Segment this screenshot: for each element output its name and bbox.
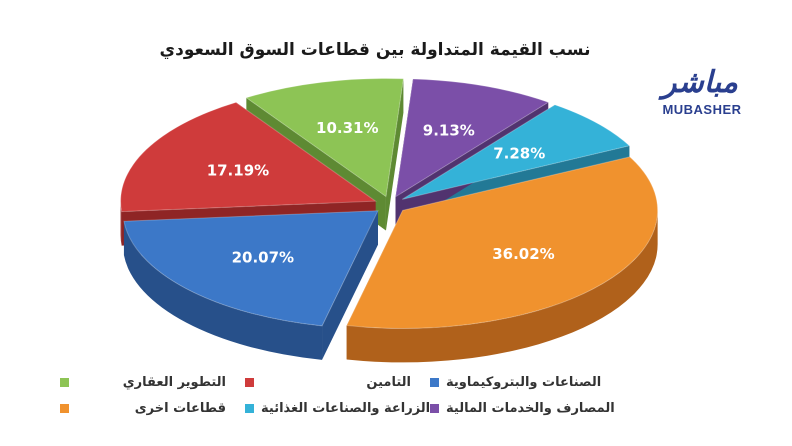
- legend-item-banks: المصارف والخدمات المالية: [430, 398, 615, 418]
- mubasher-logo: مباشر MUBASHER: [648, 66, 758, 124]
- pie-slice-1: [123, 210, 379, 327]
- pie-slice-5: [401, 104, 631, 200]
- logo-latin-text: MUBASHER: [662, 102, 742, 117]
- legend-swatch: [430, 403, 439, 413]
- legend-label: الزراعة والصناعات الغذائية: [261, 400, 431, 416]
- pie-labels-group: 36.02% 20.07% 17.19% 10.31% 9.13% 7.28%: [207, 119, 555, 266]
- legend-swatch: [430, 377, 439, 387]
- legend-swatch: [245, 403, 254, 413]
- pie-slice-4: [394, 78, 550, 198]
- legend-item-other-sectors: قطاعات اخرى: [60, 398, 226, 418]
- legend-label: المصارف والخدمات المالية: [446, 400, 615, 416]
- pie-slice-3: [245, 78, 404, 198]
- pie-slice-label-2: 17.19%: [207, 161, 269, 179]
- pie-slice-2: [120, 101, 378, 213]
- legend-item-agriculture: الزراعة والصناعات الغذائية: [245, 398, 430, 418]
- pie-tops-group: [120, 78, 659, 329]
- legend-swatch: [60, 403, 69, 413]
- pie-slice-side-1: [123, 221, 323, 360]
- pie-slice-label-3: 10.31%: [316, 119, 378, 137]
- pie-slice-label-1: 20.07%: [232, 248, 294, 266]
- pie-slice-0: [345, 156, 659, 329]
- chart-title: نسب القيمة المتداولة بين قطاعات السوق ال…: [159, 40, 591, 60]
- pie-slice-side-2: [120, 201, 122, 246]
- legend-item-real-estate: التطوير العقاري: [60, 372, 226, 392]
- legend-label: الصناعات والبتروكيماوية: [446, 374, 602, 390]
- legend-item-insurance: التامين: [245, 372, 411, 392]
- pie-slice-edge-1-0: [322, 210, 378, 360]
- legend-label: التامين: [366, 374, 411, 390]
- legend-label: قطاعات اخرى: [134, 400, 226, 416]
- pie-slice-label-0: 36.02%: [492, 245, 554, 263]
- legend-label: التطوير العقاري: [122, 374, 226, 390]
- chart-legend: الصناعات والبتروكيماوية التامين التطوير …: [40, 372, 660, 424]
- pie-slice-label-4: 9.13%: [423, 121, 475, 139]
- legend-item-petrochemical: الصناعات والبتروكيماوية: [430, 372, 601, 392]
- pie-slice-edge-3-1: [385, 78, 404, 231]
- logo-arabic-text: مباشر: [662, 65, 738, 100]
- pie-slice-label-5: 7.28%: [493, 145, 545, 163]
- pie-slice-side-0: [346, 210, 658, 363]
- legend-swatch: [60, 377, 69, 387]
- legend-swatch: [245, 377, 254, 387]
